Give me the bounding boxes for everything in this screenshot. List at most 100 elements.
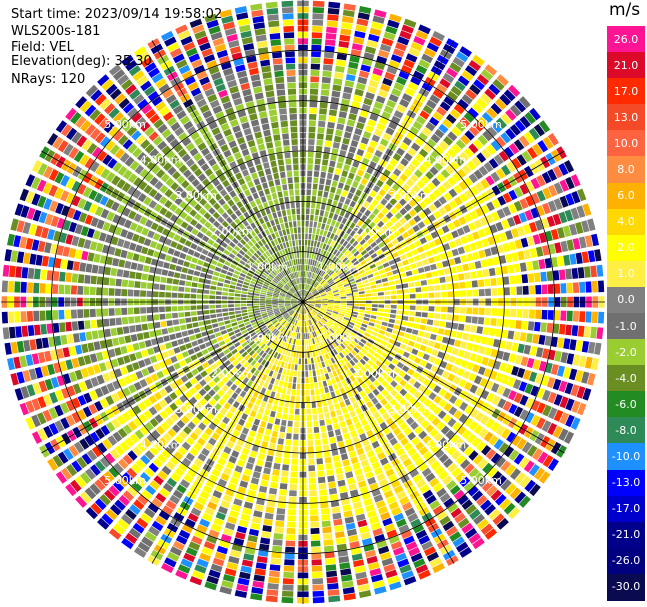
velocity-gate (393, 427, 402, 436)
velocity-gate (427, 256, 435, 264)
velocity-gate (378, 304, 385, 308)
velocity-gate (557, 255, 565, 267)
velocity-gate (440, 313, 447, 320)
velocity-gate (368, 561, 380, 571)
velocity-gate (554, 242, 562, 254)
velocity-gate (307, 278, 310, 284)
velocity-gate (477, 228, 486, 238)
velocity-gate (301, 314, 303, 321)
velocity-gate (366, 401, 374, 409)
velocity-gate (307, 265, 310, 271)
velocity-gate (363, 253, 370, 259)
velocity-gate (342, 586, 355, 595)
velocity-gate (15, 266, 22, 278)
velocity-gate (354, 421, 362, 429)
velocity-gate (426, 155, 436, 165)
velocity-gate (330, 335, 335, 342)
velocity-gate (359, 390, 367, 398)
velocity-gate (358, 351, 365, 358)
velocity-gate (345, 310, 352, 314)
velocity-gate (429, 116, 440, 127)
velocity-gate (347, 324, 354, 329)
velocity-gate (405, 270, 413, 277)
velocity-gate (363, 317, 370, 321)
velocity-gate (245, 462, 254, 470)
velocity-gate (271, 475, 279, 483)
velocity-gate (341, 350, 348, 357)
velocity-gate (541, 284, 548, 295)
velocity-gate (314, 164, 320, 171)
velocity-gate (368, 348, 375, 355)
velocity-gate (414, 169, 423, 178)
velocity-gate (517, 367, 526, 378)
velocity-gate (365, 256, 372, 263)
velocity-gate (323, 283, 329, 288)
velocity-gate (518, 456, 530, 469)
velocity-gate (485, 288, 491, 296)
velocity-gate (454, 357, 463, 366)
velocity-gate (261, 374, 268, 381)
velocity-gate (436, 173, 446, 183)
velocity-gate (529, 483, 541, 497)
velocity-gate (389, 437, 398, 446)
velocity-gate (381, 207, 389, 215)
velocity-gate (290, 395, 295, 402)
velocity-gate (340, 568, 352, 576)
velocity-gate (409, 468, 420, 478)
velocity-gate (262, 525, 272, 532)
velocity-gate (304, 345, 307, 352)
velocity-gate (472, 251, 480, 260)
velocity-gate (362, 242, 370, 249)
velocity-gate (492, 78, 505, 91)
velocity-gate (400, 529, 413, 540)
velocity-gate (566, 282, 573, 294)
velocity-gate (390, 54, 403, 63)
velocity-gate (16, 340, 25, 353)
velocity-gate (315, 302, 322, 304)
velocity-gate (252, 471, 261, 479)
velocity-gate (171, 306, 178, 312)
velocity-gate (457, 323, 465, 331)
velocity-gate (518, 381, 528, 392)
velocity-gate (345, 471, 354, 479)
velocity-gate (64, 284, 71, 295)
velocity-gate (322, 64, 333, 71)
velocity-gate (415, 30, 429, 40)
velocity-gate (359, 163, 367, 171)
velocity-gate (346, 362, 352, 369)
velocity-gate (316, 401, 322, 408)
velocity-gate (307, 151, 314, 158)
velocity-gate (342, 364, 349, 371)
velocity-gate (260, 479, 269, 487)
velocity-gate (272, 298, 278, 300)
velocity-gate (325, 346, 330, 353)
velocity-gate (334, 221, 341, 228)
velocity-gate (365, 328, 372, 334)
velocity-gate (422, 104, 434, 115)
velocity-gate (454, 196, 463, 206)
velocity-gate (255, 562, 267, 570)
velocity-gate (532, 448, 543, 461)
velocity-gate (319, 278, 325, 284)
velocity-gate (419, 344, 427, 352)
velocity-gate (285, 394, 290, 402)
velocity-gate (426, 551, 439, 562)
velocity-gate (550, 364, 559, 376)
velocity-gate (303, 283, 305, 290)
velocity-gate (584, 356, 593, 369)
velocity-gate (14, 311, 21, 323)
velocity-gate (434, 449, 445, 459)
velocity-gate (351, 553, 363, 561)
velocity-gate (468, 450, 479, 461)
velocity-gate (354, 30, 366, 39)
velocity-gate (204, 279, 212, 285)
velocity-gate (209, 295, 216, 300)
velocity-gate (338, 374, 345, 381)
velocity-gate (124, 260, 132, 269)
velocity-gate (136, 332, 144, 341)
velocity-gate (292, 383, 296, 390)
velocity-gate (499, 93, 512, 106)
velocity-gate (496, 244, 504, 254)
velocity-gate (509, 124, 521, 136)
velocity-gate (402, 288, 409, 294)
